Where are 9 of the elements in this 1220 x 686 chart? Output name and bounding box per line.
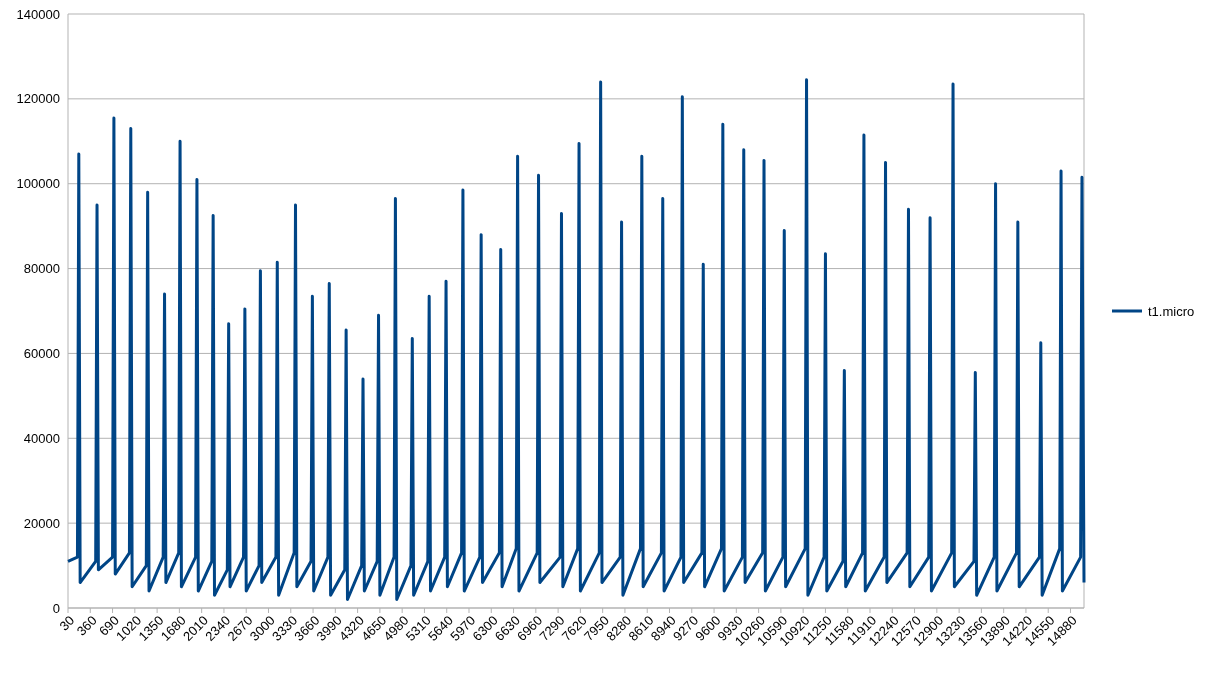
y-tick-label: 20000 <box>23 515 60 531</box>
y-tick-label: 80000 <box>23 261 60 277</box>
line-series <box>66 78 1086 602</box>
y-tick-label: 60000 <box>23 345 60 361</box>
y-tick-label: 120000 <box>16 91 60 107</box>
y-tick-label: 40000 <box>23 430 60 446</box>
y-tick-label: 140000 <box>16 6 60 22</box>
y-tick-label: 100000 <box>16 176 60 192</box>
legend-label: t1.micro <box>1148 303 1195 319</box>
